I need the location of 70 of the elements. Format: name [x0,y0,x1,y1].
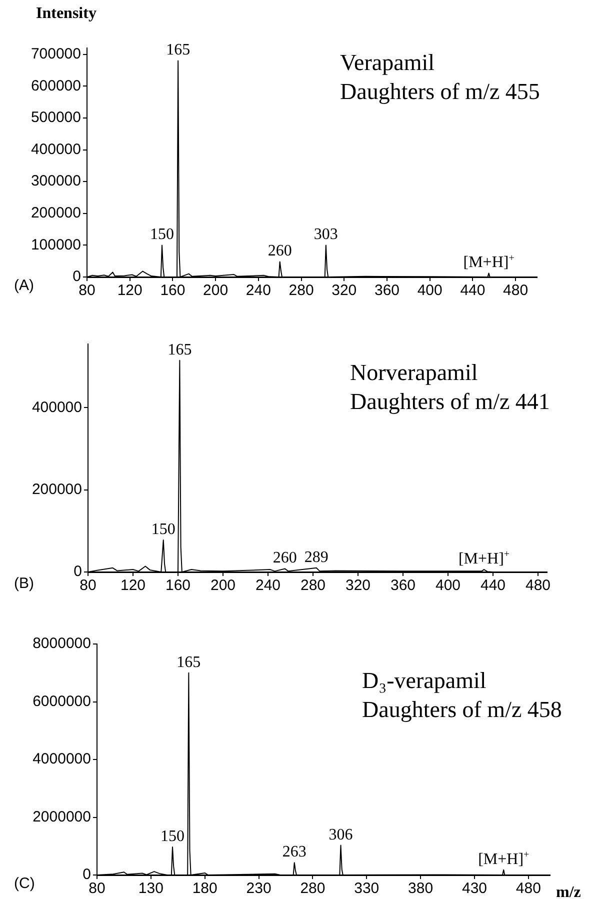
x-tick-label: 480 [525,577,551,594]
x-tick-label: 330 [354,880,380,898]
x-tick-label: 480 [503,282,528,300]
annotation: Verapamil Daughters of m/z 455 [340,50,540,104]
y-tick-label: 300000 [30,172,81,190]
y-tick-label: 400000 [32,398,82,416]
annotation: Norverapamil Daughters of m/z 441 [350,360,550,414]
x-tick-label: 160 [160,282,186,300]
text: (C) [14,875,35,892]
y-tick-label: 200000 [32,480,82,498]
x-tick-label: 280 [300,880,326,898]
annotation: [M+H]+ [478,849,530,868]
annotation: [M+H]+ [463,252,515,272]
x-tick-label: 180 [192,880,218,898]
y-tick-label: 6000000 [32,692,91,710]
x-tick-label: 230 [246,880,272,898]
x-tick-label: 480 [516,880,541,898]
annotation: 303 [314,226,338,244]
x-tick-label: 80 [88,880,106,898]
x-tick-label: 120 [117,282,142,300]
y-tick-label: 0 [72,268,81,286]
x-tick-label: 200 [210,577,236,594]
x-tick-label: 320 [332,282,357,300]
x-tick-label: 200 [203,282,228,300]
text: (A) [14,277,34,294]
annotation: 165 [168,341,192,358]
x-tick-label: 160 [165,577,191,594]
annotation: 165 [166,42,190,59]
y-tick-label: 100000 [30,236,81,254]
x-tick-label: 280 [300,577,326,594]
annotation: 165 [176,654,201,671]
annotation: 260 [268,242,292,260]
x-tick-label: 120 [120,577,146,594]
text: (B) [14,575,34,592]
x-tick-label: 400 [435,577,461,594]
y-tick-label: 0 [82,866,91,884]
y-tick-label: 8000000 [32,635,91,652]
y-tick-label: 0 [74,563,82,580]
annotation: 150 [150,226,174,244]
x-tick-label: 360 [374,282,400,300]
x-tick-label: 80 [78,282,96,300]
annotation: 150 [160,828,184,845]
annotation: 150 [151,520,176,538]
x-tick-label: 80 [80,577,96,594]
y-tick-label: 700000 [30,46,81,62]
y-tick-label: 2000000 [32,808,91,826]
annotation: 260 [272,550,297,567]
annotation: 263 [282,844,306,861]
annotation: D₃-verapamil Daughters of m/z 458 [362,668,562,722]
x-tick-label: 130 [138,880,164,898]
x-tick-label: 430 [462,880,488,898]
x-tick-label: 320 [345,577,371,594]
x-tick-label: 440 [460,282,486,300]
x-tick-label: 400 [417,282,442,300]
y-axis-title: Intensity [36,5,96,22]
y-tick-label: 600000 [30,77,81,94]
x-tick-label: 240 [255,577,281,594]
y-tick-label: 200000 [30,204,81,222]
annotation: 306 [328,826,353,844]
y-tick-label: 400000 [30,140,81,158]
annotation: [M+H]+ [458,549,510,568]
annotation: 289 [304,548,328,566]
y-tick-label: 500000 [30,109,81,126]
x-tick-label: 360 [390,577,416,594]
x-axis-title: m/z [556,884,581,899]
x-tick-label: 380 [408,880,434,898]
x-tick-label: 440 [480,577,506,594]
y-tick-label: 4000000 [32,750,91,768]
x-tick-label: 240 [246,282,271,300]
x-tick-label: 280 [288,282,314,300]
